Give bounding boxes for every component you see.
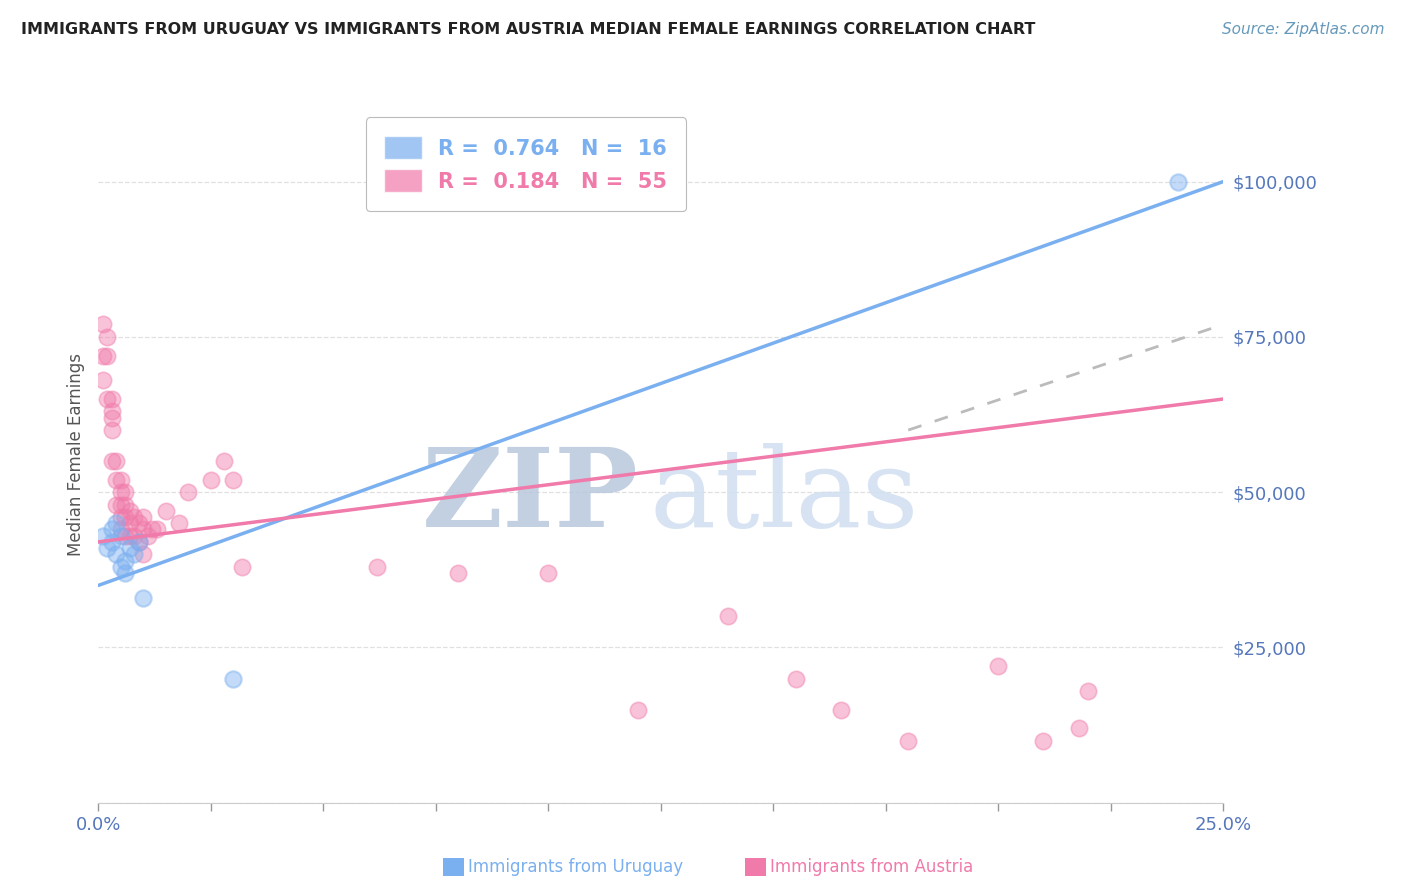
Point — [128, 534, 150, 549]
Point — [155, 504, 177, 518]
Point — [132, 523, 155, 537]
Point — [96, 330, 118, 344]
Point — [91, 318, 114, 332]
Point — [91, 349, 114, 363]
Point — [110, 485, 132, 500]
Point — [1167, 175, 1189, 189]
Text: IMMIGRANTS FROM URUGUAY VS IMMIGRANTS FROM AUSTRIA MEDIAN FEMALE EARNINGS CORREL: IMMIGRANTS FROM URUGUAY VS IMMIGRANTS FR… — [21, 22, 1035, 37]
Point — [447, 566, 470, 580]
Point — [897, 733, 920, 747]
Point — [101, 410, 124, 425]
Point — [91, 529, 114, 543]
Point — [1077, 684, 1099, 698]
Point — [101, 404, 124, 418]
Point — [110, 498, 132, 512]
Point — [118, 529, 141, 543]
Point — [118, 504, 141, 518]
Point — [105, 516, 128, 531]
Point — [132, 547, 155, 561]
Point — [114, 566, 136, 580]
Point — [114, 498, 136, 512]
Point — [91, 373, 114, 387]
Text: ZIP: ZIP — [422, 443, 638, 550]
Point — [114, 553, 136, 567]
Point — [105, 454, 128, 468]
Point — [124, 510, 146, 524]
Point — [110, 529, 132, 543]
Point — [214, 454, 236, 468]
Point — [118, 516, 141, 531]
Point — [105, 547, 128, 561]
Point — [101, 523, 124, 537]
Point — [114, 529, 136, 543]
Point — [105, 498, 128, 512]
Point — [177, 485, 200, 500]
Point — [101, 392, 124, 406]
Point — [110, 559, 132, 574]
Y-axis label: Median Female Earnings: Median Female Earnings — [66, 353, 84, 557]
Point — [141, 523, 163, 537]
Point — [146, 523, 169, 537]
Point — [132, 591, 155, 605]
Point — [110, 473, 132, 487]
Text: Source: ZipAtlas.com: Source: ZipAtlas.com — [1222, 22, 1385, 37]
Point — [96, 392, 118, 406]
Point — [200, 473, 222, 487]
Point — [830, 703, 852, 717]
Point — [96, 541, 118, 555]
Point — [366, 559, 388, 574]
Point — [96, 349, 118, 363]
Point — [124, 547, 146, 561]
Point — [222, 473, 245, 487]
Point — [128, 516, 150, 531]
Point — [110, 523, 132, 537]
Point — [118, 541, 141, 555]
Text: Immigrants from Austria: Immigrants from Austria — [770, 858, 974, 876]
Text: Immigrants from Uruguay: Immigrants from Uruguay — [468, 858, 683, 876]
Point — [105, 473, 128, 487]
Point — [128, 534, 150, 549]
Point — [717, 609, 740, 624]
Point — [231, 559, 253, 574]
Point — [101, 423, 124, 437]
Point — [537, 566, 560, 580]
Point — [1032, 733, 1054, 747]
Point — [222, 672, 245, 686]
Point — [987, 659, 1010, 673]
Point — [114, 485, 136, 500]
Point — [101, 534, 124, 549]
Point — [101, 454, 124, 468]
Point — [1069, 721, 1091, 735]
Point — [627, 703, 650, 717]
Point — [136, 529, 159, 543]
Legend: R =  0.764   N =  16, R =  0.184   N =  55: R = 0.764 N = 16, R = 0.184 N = 55 — [366, 118, 686, 211]
Text: atlas: atlas — [650, 443, 920, 550]
Point — [114, 510, 136, 524]
Point — [110, 510, 132, 524]
Point — [169, 516, 191, 531]
Point — [785, 672, 807, 686]
Point — [132, 510, 155, 524]
Point — [124, 529, 146, 543]
